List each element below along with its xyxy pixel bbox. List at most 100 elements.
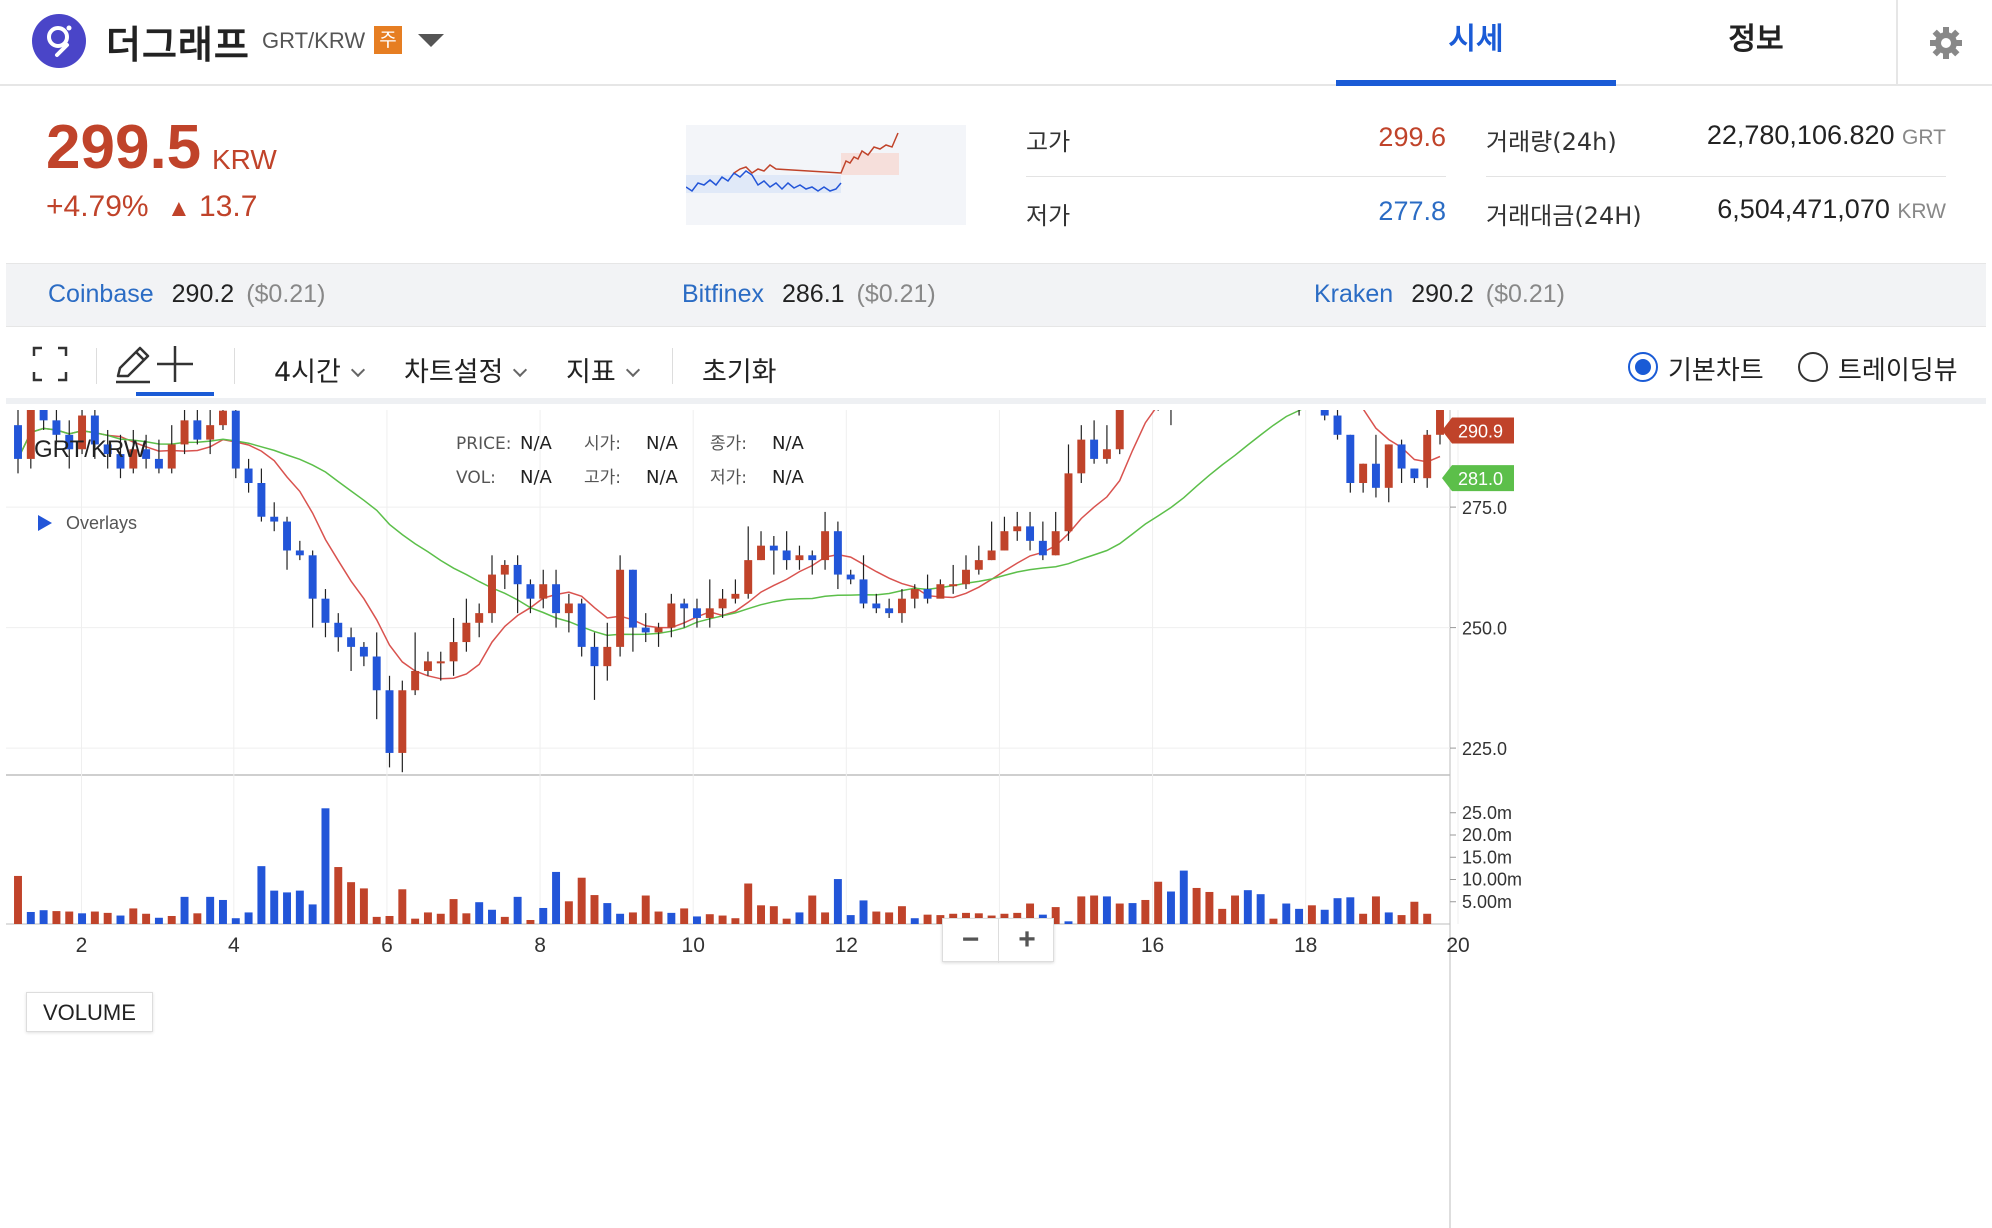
candle-body xyxy=(26,410,35,459)
candle-body xyxy=(1115,410,1124,450)
price-badge-shape xyxy=(1442,417,1514,444)
settings-gear-icon[interactable] xyxy=(1896,0,1992,86)
volume-bar xyxy=(500,916,509,924)
divider xyxy=(1486,176,1946,177)
volume-bar xyxy=(308,904,317,924)
candle-body xyxy=(641,627,650,633)
volume-bar xyxy=(808,895,817,924)
volume-bar xyxy=(411,918,420,924)
zoom-in-button[interactable]: + xyxy=(1018,923,1036,956)
candle-body xyxy=(1013,526,1022,532)
candle-body xyxy=(513,564,522,585)
x-tick-label: 6 xyxy=(381,934,393,957)
tradingview-radio[interactable] xyxy=(1798,352,1828,382)
volume-bar xyxy=(910,918,919,924)
change-amount: 13.7 xyxy=(199,190,258,223)
candle-body xyxy=(564,603,573,614)
exchange-usd: ($0.21) xyxy=(246,280,326,308)
volume-bar xyxy=(513,896,522,924)
candle-body xyxy=(1397,444,1406,469)
candle-body xyxy=(616,569,625,647)
tradingview-label[interactable]: 트레이딩뷰 xyxy=(1838,356,1958,386)
chart-symbol: GRT/KRW xyxy=(34,436,147,463)
volume-bar xyxy=(1179,870,1188,924)
candle-body xyxy=(923,589,932,599)
volume-bar xyxy=(180,896,189,924)
exchange-price: 290.2 xyxy=(171,280,235,308)
exchange-usd: ($0.21) xyxy=(856,280,936,308)
chart-settings-label: 차트설정 xyxy=(404,357,504,388)
volume-bar xyxy=(577,877,586,924)
volume-bar xyxy=(833,879,842,924)
interval-dropdown[interactable]: 4시간 xyxy=(274,350,365,389)
coin-dropdown-icon[interactable] xyxy=(418,34,444,47)
volume-bar xyxy=(1167,891,1175,924)
fullscreen-icon[interactable] xyxy=(30,336,80,392)
volume-bar xyxy=(219,899,227,924)
zoom-out-button[interactable]: − xyxy=(943,919,999,963)
overlays-label[interactable]: Overlays xyxy=(66,513,137,533)
price-tick-label: 250.0 xyxy=(1462,619,1507,639)
tab-info[interactable]: 정보 xyxy=(1728,22,1784,57)
candle-body xyxy=(1077,439,1086,474)
volume-bar xyxy=(628,912,637,924)
volume-bar xyxy=(872,911,881,924)
price-unit: KRW xyxy=(212,144,277,175)
pencil-draw-icon[interactable] xyxy=(110,336,160,392)
ohlc-price-value: N/A xyxy=(520,433,553,454)
volume-bar xyxy=(1102,896,1111,924)
exchange-price: 290.2 xyxy=(1411,280,1474,308)
candle-body xyxy=(180,420,189,445)
candle-body xyxy=(680,603,689,609)
candle-body xyxy=(244,468,253,483)
exchange-name[interactable]: Kraken xyxy=(1314,280,1394,308)
volume-bar xyxy=(90,911,99,924)
exchange-name[interactable]: Bitfinex xyxy=(682,280,764,308)
tab-price[interactable]: 시세 xyxy=(1336,0,1616,86)
candle-body xyxy=(987,550,996,561)
indicators-label: 지표 xyxy=(566,357,616,388)
basic-chart-label[interactable]: 기본차트 xyxy=(1668,356,1764,386)
ohlc-close-value: N/A xyxy=(772,433,805,454)
candle-body xyxy=(782,550,791,561)
candle-body xyxy=(334,622,343,638)
volume-bar xyxy=(705,914,714,924)
candle-body xyxy=(103,444,112,455)
volume-bar xyxy=(821,912,830,924)
crosshair-icon[interactable] xyxy=(136,336,214,396)
candle-body xyxy=(423,661,432,671)
volume-bar xyxy=(654,911,663,924)
candle-body xyxy=(693,608,701,618)
volume-bar xyxy=(1307,905,1316,924)
chart-settings-dropdown[interactable]: 차트설정 xyxy=(404,350,528,389)
volume-bar xyxy=(1346,897,1355,924)
volume-bar xyxy=(257,866,266,924)
basic-chart-radio[interactable] xyxy=(1628,352,1658,382)
candle-body xyxy=(936,584,945,599)
candle-body xyxy=(795,555,804,561)
volume-bar xyxy=(1154,881,1163,924)
low-value: 277.8 xyxy=(1378,196,1446,226)
candle-body xyxy=(283,521,291,551)
candle-body xyxy=(321,598,330,623)
exchange-name[interactable]: Coinbase xyxy=(48,280,154,308)
indicators-dropdown[interactable]: 지표 xyxy=(566,350,640,389)
volume-bar xyxy=(897,906,906,924)
divider xyxy=(672,348,673,384)
candle-body xyxy=(14,425,22,459)
ohlc-low-value: N/A xyxy=(772,467,805,488)
volume-bar xyxy=(718,915,727,924)
candle-body xyxy=(295,550,304,556)
exchange-bitfinex: Bitfinex 286.1 ($0.21) xyxy=(682,280,936,309)
coin-pair: GRT/KRW xyxy=(262,28,366,53)
price-change: +4.79% ▲ 13.7 xyxy=(46,190,257,224)
volume-bar xyxy=(782,918,791,924)
candle-body xyxy=(39,410,48,421)
candle-body xyxy=(90,415,99,445)
candle-body xyxy=(552,584,561,614)
reset-button[interactable]: 초기화 xyxy=(702,357,777,388)
exchange-prices-bar: Coinbase 290.2 ($0.21) Bitfinex 286.1 ($0.21… xyxy=(6,263,1986,327)
play-triangle-icon[interactable] xyxy=(38,515,52,531)
candlestick-chart[interactable]: 2468101214161820275.0250.0225.025.0m20.0… xyxy=(6,410,1986,1228)
price-chart-area[interactable]: 2468101214161820275.0250.0225.025.0m20.0… xyxy=(6,410,1986,1228)
